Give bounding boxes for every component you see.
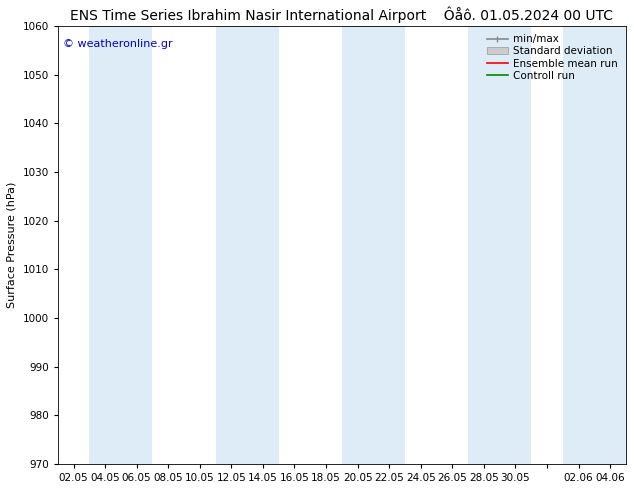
Bar	[89, 26, 152, 464]
Text: © weatheronline.gr: © weatheronline.gr	[63, 39, 173, 49]
Legend: min/max, Standard deviation, Ensemble mean run, Controll run: min/max, Standard deviation, Ensemble me…	[484, 31, 621, 84]
Bar	[342, 26, 405, 464]
Bar	[468, 26, 531, 464]
Bar	[216, 26, 279, 464]
Y-axis label: Surface Pressure (hPa): Surface Pressure (hPa)	[7, 182, 17, 308]
Bar	[563, 26, 634, 464]
Title: ENS Time Series Ibrahim Nasir International Airport    Ôåô. 01.05.2024 00 UTC: ENS Time Series Ibrahim Nasir Internatio…	[70, 7, 613, 24]
